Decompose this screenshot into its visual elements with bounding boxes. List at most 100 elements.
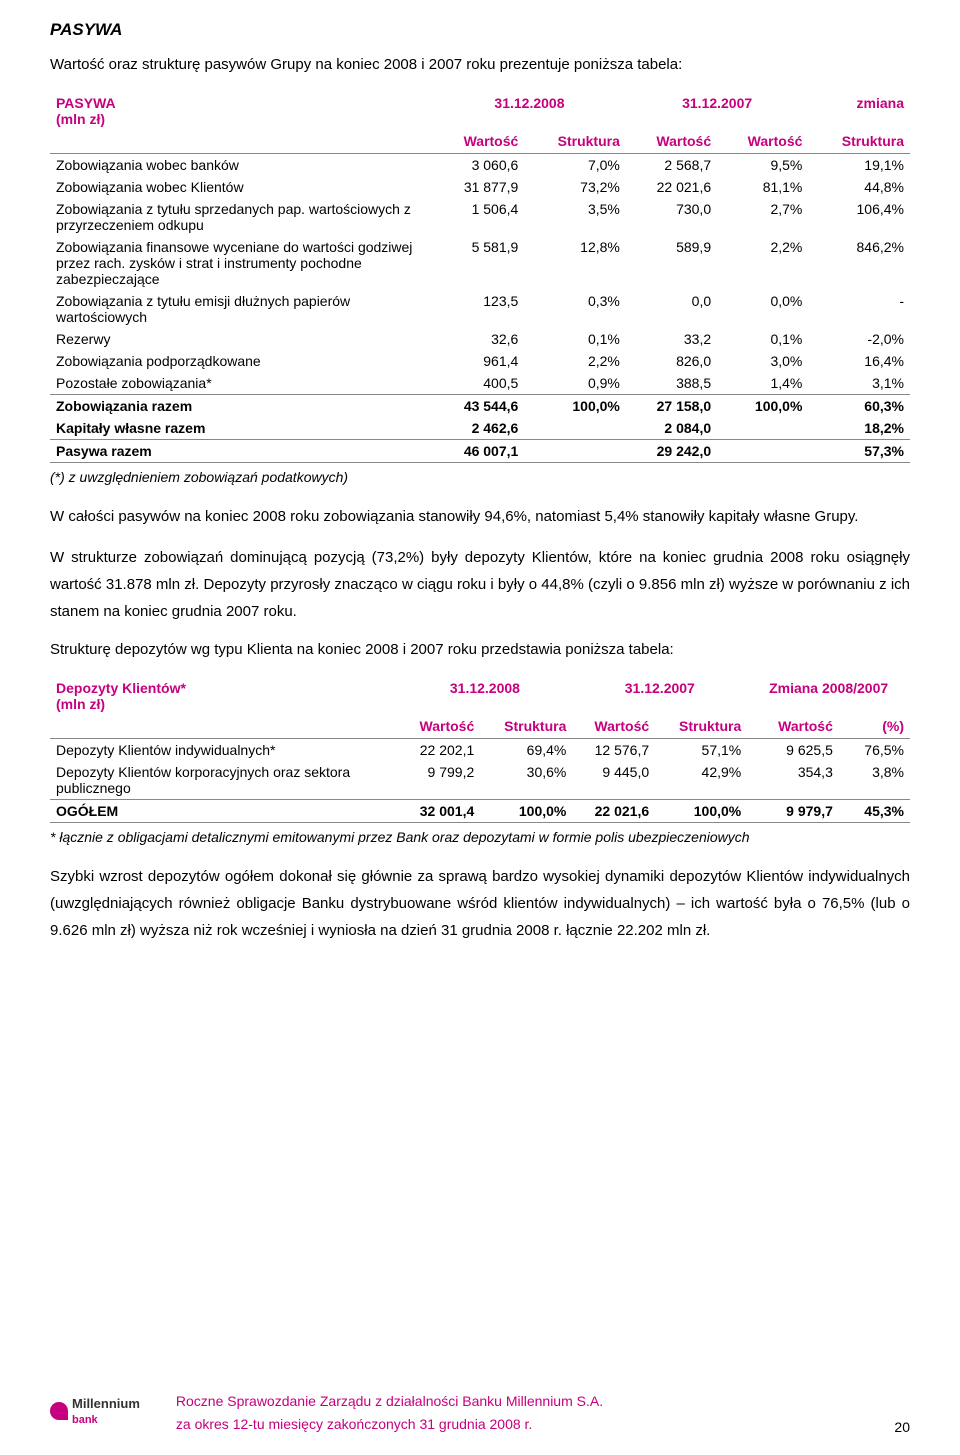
cell-value: 2 084,0 — [626, 417, 717, 440]
table-subheader-row: Wartość Struktura Wartość Struktura Wart… — [50, 715, 910, 739]
table2-intro: Strukturę depozytów wg typu Klienta na k… — [50, 639, 910, 661]
cell-value: 42,9% — [655, 761, 747, 800]
cell-value: 32 001,4 — [397, 799, 480, 822]
row-label: Rezerwy — [50, 328, 433, 350]
row-label: Pozostałe zobowiązania* — [50, 372, 433, 395]
table-row: Depozyty Klientów korporacyjnych oraz se… — [50, 761, 910, 800]
table-row: Zobowiązania razem43 544,6100,0%27 158,0… — [50, 394, 910, 417]
cell-value: 31 877,9 — [433, 176, 524, 198]
cell-value: 9 799,2 — [397, 761, 480, 800]
table1-footnote: (*) z uwzględnieniem zobowiązań podatkow… — [50, 469, 910, 485]
cell-value: 57,1% — [655, 738, 747, 761]
cell-value: 22 202,1 — [397, 738, 480, 761]
cell-value: 57,3% — [808, 439, 910, 462]
cell-value: 12,8% — [524, 236, 626, 290]
cell-value: 0,3% — [524, 290, 626, 328]
cell-value: 0,9% — [524, 372, 626, 395]
cell-value: 45,3% — [839, 799, 910, 822]
cell-value: 22 021,6 — [626, 176, 717, 198]
table-header-row: PASYWA (mln zł) 31.12.2008 31.12.2007 zm… — [50, 92, 910, 130]
row-label: Depozyty Klientów indywidualnych* — [50, 738, 397, 761]
table-header-left: Depozyty Klientów* (mln zł) — [50, 677, 397, 715]
cell-value: 46 007,1 — [433, 439, 524, 462]
cell-value: 76,5% — [839, 738, 910, 761]
cell-value — [524, 417, 626, 440]
table-row: Zobowiązania z tytułu sprzedanych pap. w… — [50, 198, 910, 236]
cell-value — [524, 439, 626, 462]
cell-value: 9 625,5 — [747, 738, 839, 761]
row-label: Depozyty Klientów korporacyjnych oraz se… — [50, 761, 397, 800]
subheader-cell: Wartość — [433, 130, 524, 154]
cell-value: 3,8% — [839, 761, 910, 800]
col-date2: 31.12.2007 — [626, 92, 809, 130]
cell-value: 30,6% — [480, 761, 572, 800]
cell-value: 100,0% — [524, 394, 626, 417]
cell-value: 12 576,7 — [572, 738, 655, 761]
row-label: Zobowiązania podporządkowane — [50, 350, 433, 372]
cell-value: 60,3% — [808, 394, 910, 417]
table-row: Zobowiązania wobec banków3 060,67,0%2 56… — [50, 153, 910, 176]
table-row: Kapitały własne razem2 462,6 2 084,0 18,2% — [50, 417, 910, 440]
cell-value: 846,2% — [808, 236, 910, 290]
footer-line-2: za okres 12-tu miesięcy zakończonych 31 … — [176, 1413, 603, 1435]
cell-value: 3,1% — [808, 372, 910, 395]
paragraph-3: Szybki wzrost depozytów ogółem dokonał s… — [50, 863, 910, 944]
cell-value: 388,5 — [626, 372, 717, 395]
table-row: Zobowiązania finansowe wyceniane do wart… — [50, 236, 910, 290]
cell-value: 32,6 — [433, 328, 524, 350]
table-row: Depozyty Klientów indywidualnych*22 202,… — [50, 738, 910, 761]
cell-value: 2,2% — [717, 236, 808, 290]
table-row: Rezerwy32,60,1%33,20,1%-2,0% — [50, 328, 910, 350]
page-footer: Millennium bank Roczne Sprawozdanie Zarz… — [50, 1390, 910, 1435]
cell-value: 5 581,9 — [433, 236, 524, 290]
page-number: 20 — [894, 1419, 910, 1435]
cell-value: 27 158,0 — [626, 394, 717, 417]
cell-value: 18,2% — [808, 417, 910, 440]
cell-value: 16,4% — [808, 350, 910, 372]
cell-value: 3,5% — [524, 198, 626, 236]
cell-value: 44,8% — [808, 176, 910, 198]
cell-value: 9 979,7 — [747, 799, 839, 822]
subheader-cell: Wartość — [397, 715, 480, 739]
cell-value: 123,5 — [433, 290, 524, 328]
cell-value: 826,0 — [626, 350, 717, 372]
pasywa-table: PASYWA (mln zł) 31.12.2008 31.12.2007 zm… — [50, 92, 910, 463]
subheader-cell: (%) — [839, 715, 910, 739]
table2-footnote: * łącznie z obligacjami detalicznymi emi… — [50, 829, 910, 845]
table-row: Pozostałe zobowiązania*400,50,9%388,51,4… — [50, 372, 910, 395]
cell-value: 0,0% — [717, 290, 808, 328]
cell-value: - — [808, 290, 910, 328]
col-date1: 31.12.2008 — [397, 677, 572, 715]
subheader-cell: Struktura — [524, 130, 626, 154]
cell-value: 7,0% — [524, 153, 626, 176]
row-label: Zobowiązania wobec Klientów — [50, 176, 433, 198]
row-label: Kapitały własne razem — [50, 417, 433, 440]
subheader-cell: Wartość — [717, 130, 808, 154]
subheader-cell: Wartość — [747, 715, 839, 739]
subheader-cell: Struktura — [480, 715, 572, 739]
col-change: zmiana — [808, 92, 910, 130]
table-row: Zobowiązania podporządkowane961,42,2%826… — [50, 350, 910, 372]
cell-value: 3,0% — [717, 350, 808, 372]
cell-value: 106,4% — [808, 198, 910, 236]
cell-value: 29 242,0 — [626, 439, 717, 462]
cell-value: 2 462,6 — [433, 417, 524, 440]
cell-value: 43 544,6 — [433, 394, 524, 417]
row-label: Pasywa razem — [50, 439, 433, 462]
cell-value: 9 445,0 — [572, 761, 655, 800]
cell-value: 33,2 — [626, 328, 717, 350]
cell-value: 1,4% — [717, 372, 808, 395]
section-title: PASYWA — [50, 20, 910, 40]
cell-value: 19,1% — [808, 153, 910, 176]
cell-value: 100,0% — [655, 799, 747, 822]
paragraph-2: W strukturze zobowiązań dominującą pozyc… — [50, 544, 910, 625]
intro-text: Wartość oraz strukturę pasywów Grupy na … — [50, 54, 910, 76]
cell-value: 961,4 — [433, 350, 524, 372]
row-label: Zobowiązania z tytułu sprzedanych pap. w… — [50, 198, 433, 236]
cell-value: 81,1% — [717, 176, 808, 198]
cell-value: 100,0% — [480, 799, 572, 822]
col-change: Zmiana 2008/2007 — [747, 677, 910, 715]
cell-value: 400,5 — [433, 372, 524, 395]
table-header-row: Depozyty Klientów* (mln zł) 31.12.2008 3… — [50, 677, 910, 715]
cell-value: 2 568,7 — [626, 153, 717, 176]
